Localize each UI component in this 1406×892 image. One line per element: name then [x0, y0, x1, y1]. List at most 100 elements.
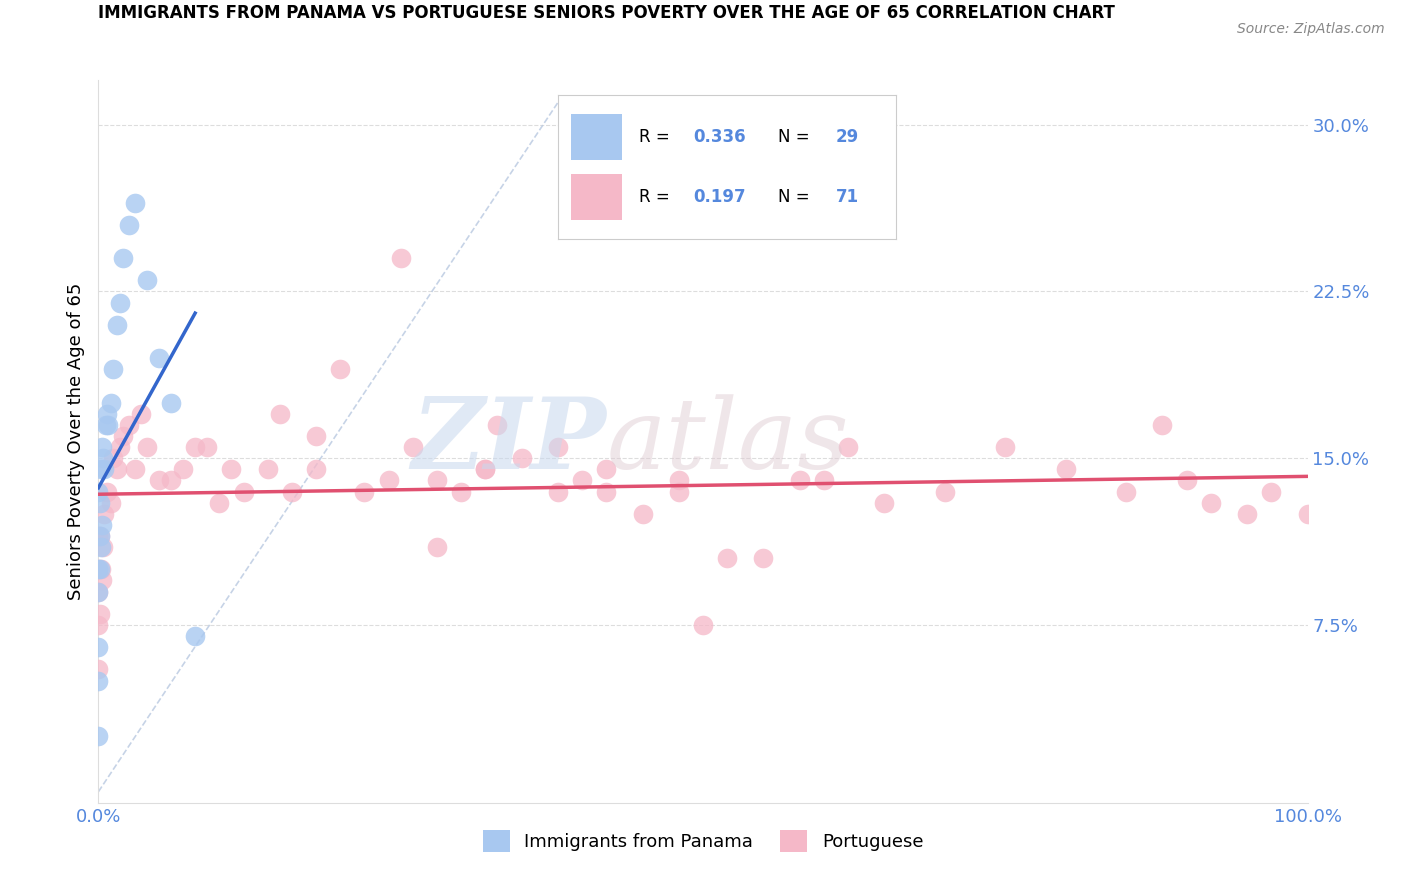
Point [305, 429, 328, 443]
Point [1054, 462, 1077, 476]
Point [89, 529, 111, 543]
Point [129, 407, 152, 421]
Point [1199, 496, 1222, 510]
Point [100, 395, 122, 409]
Point [91, 540, 114, 554]
Point [90, 540, 112, 554]
Point [184, 629, 207, 643]
Legend: Immigrants from Panama, Portuguese: Immigrants from Panama, Portuguese [475, 822, 931, 859]
Point [934, 484, 956, 499]
Point [87, 662, 110, 676]
Point [89, 529, 111, 543]
Point [232, 484, 254, 499]
Point [547, 440, 569, 454]
Point [124, 462, 146, 476]
Point [631, 507, 654, 521]
Point [389, 251, 412, 265]
Text: ZIP: ZIP [412, 393, 606, 490]
Point [172, 462, 194, 476]
Point [426, 540, 449, 554]
Point [353, 484, 375, 499]
Point [87, 618, 110, 632]
Point [97, 417, 120, 432]
Point [111, 429, 134, 443]
Text: atlas: atlas [606, 394, 849, 489]
Point [873, 496, 896, 510]
Point [160, 395, 183, 409]
Point [91, 574, 114, 588]
Point [96, 407, 118, 421]
Point [96, 484, 118, 499]
Point [510, 451, 533, 466]
Point [93, 462, 115, 476]
Point [89, 607, 111, 621]
Point [269, 407, 291, 421]
Point [108, 440, 131, 454]
Point [94, 417, 117, 432]
Point [813, 474, 835, 488]
Point [91, 451, 114, 466]
Point [101, 362, 124, 376]
Point [184, 440, 207, 454]
Point [100, 496, 122, 510]
Point [89, 562, 111, 576]
Point [1296, 507, 1319, 521]
Text: IMMIGRANTS FROM PANAMA VS PORTUGUESE SENIORS POVERTY OVER THE AGE OF 65 CORRELAT: IMMIGRANTS FROM PANAMA VS PORTUGUESE SEN… [98, 4, 1115, 21]
Point [377, 474, 399, 488]
Point [994, 440, 1017, 454]
Point [91, 517, 114, 532]
Point [105, 318, 128, 332]
Point [1152, 417, 1174, 432]
Point [87, 584, 110, 599]
Y-axis label: Seniors Poverty Over the Age of 65: Seniors Poverty Over the Age of 65 [66, 283, 84, 600]
Point [256, 462, 278, 476]
Point [281, 484, 304, 499]
Point [118, 218, 141, 232]
Point [221, 462, 243, 476]
Point [474, 462, 496, 476]
Point [90, 562, 112, 576]
Point [402, 440, 425, 454]
Point [595, 462, 617, 476]
Point [789, 474, 811, 488]
Point [837, 440, 859, 454]
Point [91, 440, 114, 454]
Point [426, 474, 449, 488]
Point [148, 474, 170, 488]
Point [692, 618, 714, 632]
Point [195, 440, 218, 454]
Point [1260, 484, 1282, 499]
Point [87, 562, 110, 576]
Point [101, 451, 124, 466]
Point [1115, 484, 1137, 499]
Point [87, 640, 110, 655]
Point [87, 729, 110, 743]
Point [474, 462, 496, 476]
Point [329, 362, 352, 376]
Point [208, 496, 231, 510]
Text: Source: ZipAtlas.com: Source: ZipAtlas.com [1237, 22, 1385, 37]
Point [90, 462, 112, 476]
Point [305, 462, 328, 476]
Point [108, 295, 131, 310]
Point [124, 195, 146, 210]
Point [148, 351, 170, 366]
Point [87, 529, 110, 543]
Point [111, 251, 134, 265]
Point [87, 562, 110, 576]
Point [668, 484, 690, 499]
Point [87, 584, 110, 599]
Point [450, 484, 472, 499]
Point [135, 440, 157, 454]
Point [105, 462, 128, 476]
Point [547, 484, 569, 499]
Point [93, 507, 115, 521]
Point [1236, 507, 1258, 521]
Point [716, 551, 738, 566]
Point [89, 496, 111, 510]
Point [668, 474, 690, 488]
Point [486, 417, 509, 432]
Point [1175, 474, 1198, 488]
Point [571, 474, 593, 488]
Point [87, 673, 110, 688]
